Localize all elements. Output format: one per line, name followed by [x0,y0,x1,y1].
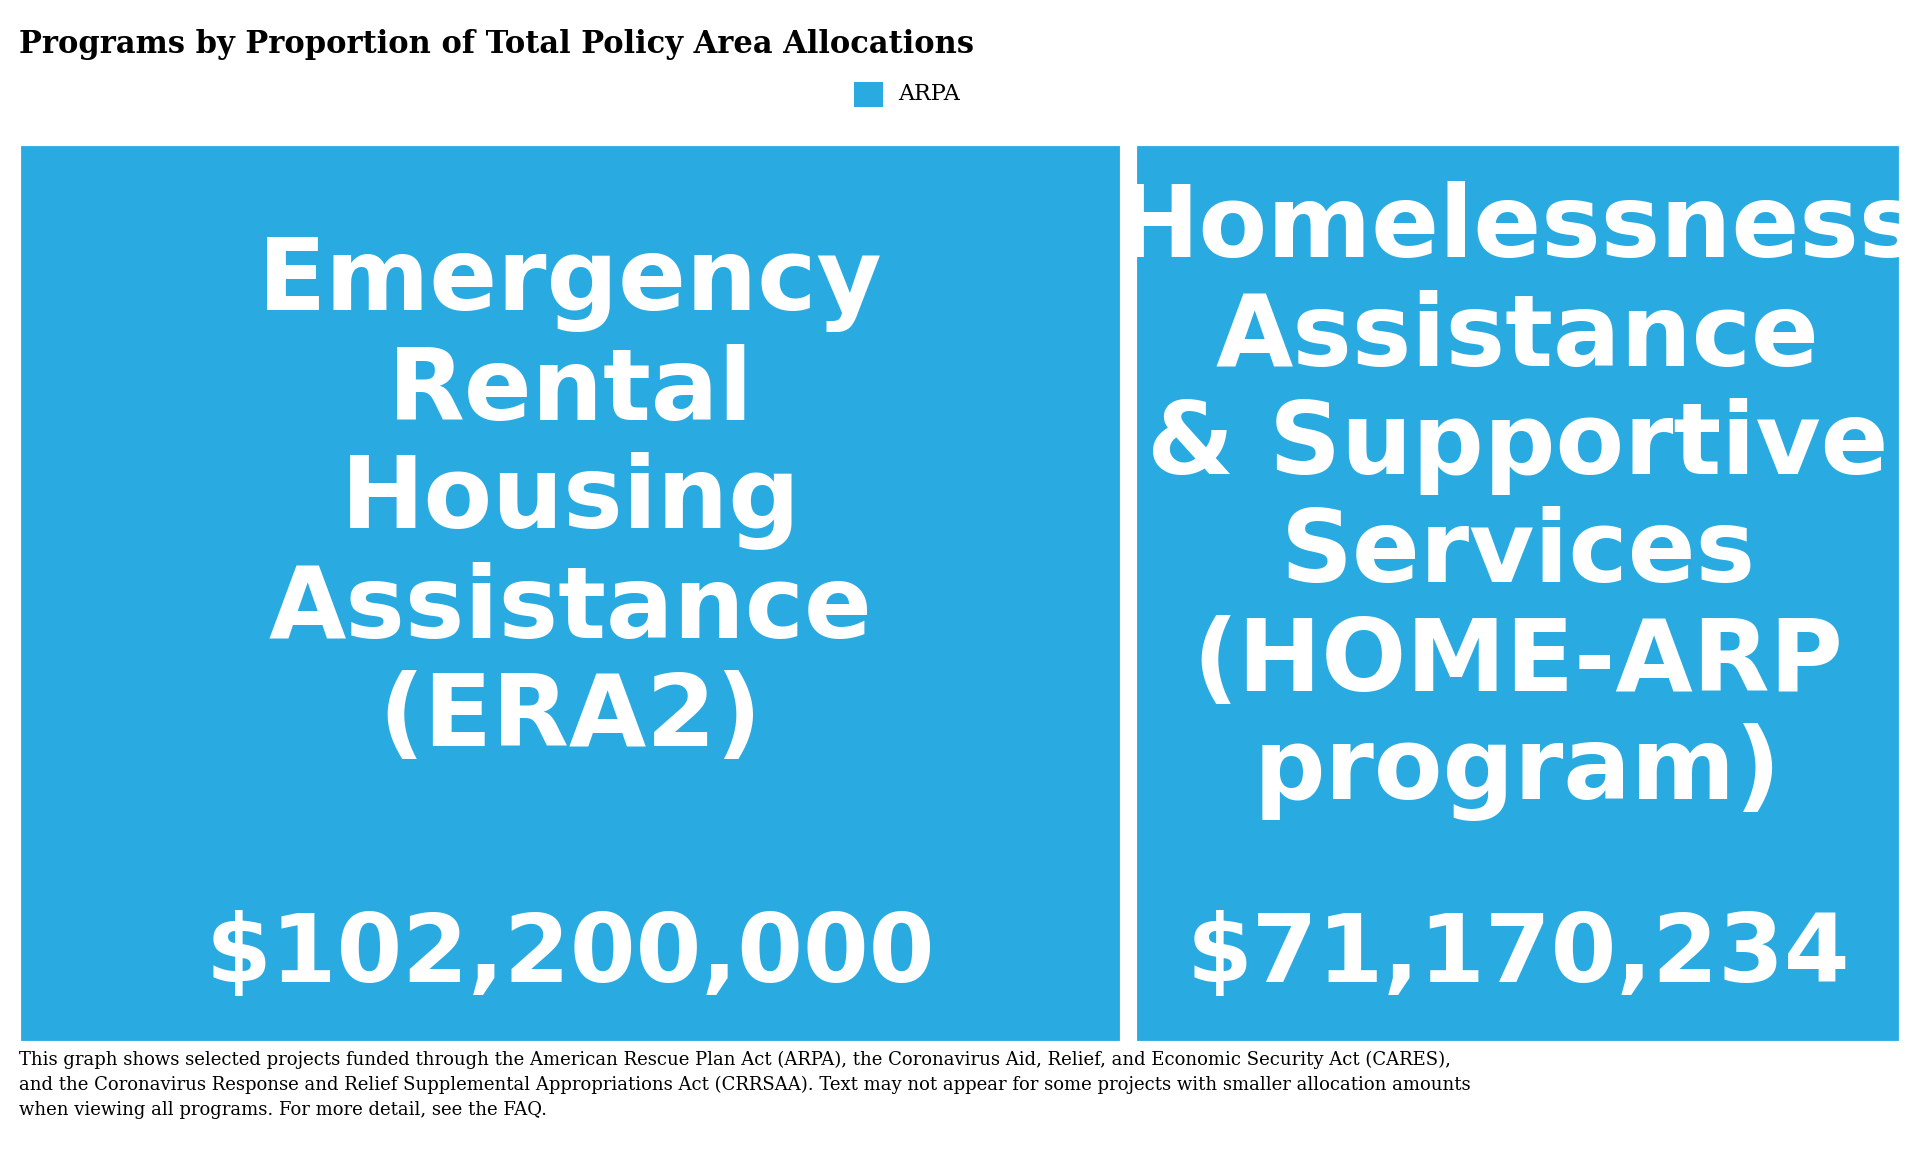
FancyBboxPatch shape [854,82,883,107]
Text: $102,200,000: $102,200,000 [205,910,935,1002]
Text: $71,170,234: $71,170,234 [1187,910,1849,1002]
Text: Homelessness
Assistance
& Supportive
Services
(HOME-ARP
program): Homelessness Assistance & Supportive Ser… [1116,181,1920,821]
Text: ARPA: ARPA [899,83,960,106]
FancyBboxPatch shape [1135,144,1901,1043]
Text: Programs by Proportion of Total Policy Area Allocations: Programs by Proportion of Total Policy A… [19,29,973,60]
Text: Emergency
Rental
Housing
Assistance
(ERA2): Emergency Rental Housing Assistance (ERA… [257,235,883,767]
FancyBboxPatch shape [19,144,1121,1043]
Text: This graph shows selected projects funded through the American Rescue Plan Act (: This graph shows selected projects funde… [19,1051,1471,1120]
